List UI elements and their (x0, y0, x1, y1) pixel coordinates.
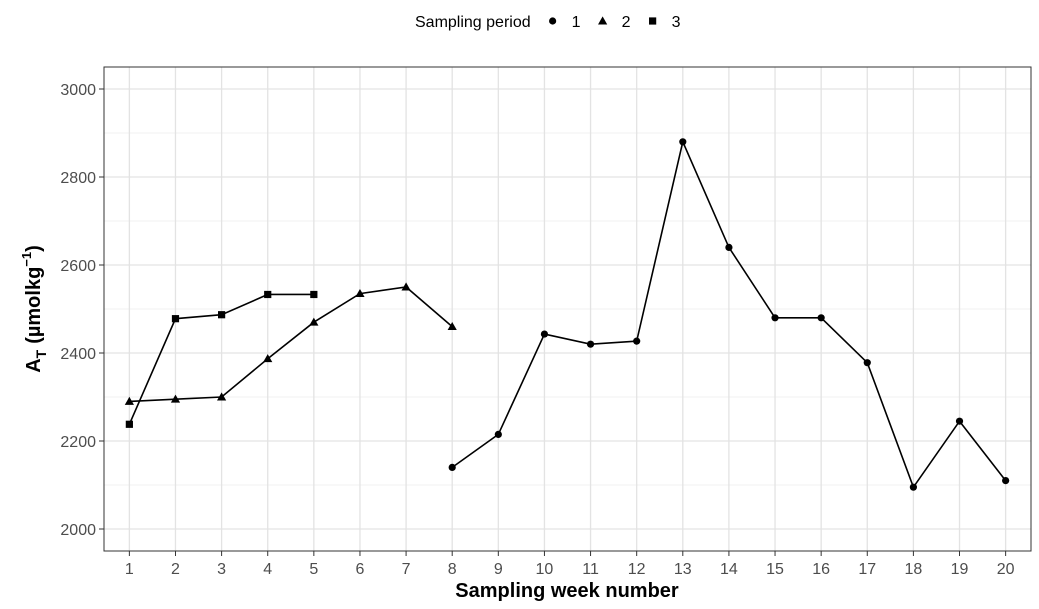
data-point-triangle (309, 317, 319, 326)
legend-key-square (649, 17, 657, 25)
x-tick-label: 17 (858, 561, 876, 578)
legend-label: 1 (572, 14, 581, 31)
data-point-circle (679, 138, 687, 146)
legend-key-circle (549, 17, 557, 25)
data-point-circle (725, 243, 733, 251)
data-point-circle (494, 430, 502, 438)
data-point-square (218, 311, 226, 319)
x-tick-label: 18 (904, 561, 922, 578)
x-tick-label: 4 (263, 561, 272, 578)
data-point-circle (540, 330, 549, 338)
y-tick-label: 2800 (60, 170, 96, 187)
panel-frame (103, 66, 1032, 552)
legend-label: 2 (622, 14, 631, 31)
data-point-circle (448, 463, 456, 471)
y-axis-title-main: A (23, 358, 45, 372)
x-tick-label: 16 (812, 561, 830, 578)
y-axis-title-units-sup: −1 (19, 252, 34, 267)
data-point-circle (633, 337, 641, 345)
data-point-square (310, 290, 318, 299)
data-point-circle (771, 314, 779, 322)
x-tick-label: 3 (217, 561, 226, 578)
legend-title: Sampling period (415, 14, 531, 31)
x-tick-label: 19 (951, 561, 969, 578)
x-tick-label: 6 (356, 561, 365, 578)
legend-key-triangle (598, 16, 608, 25)
data-point-circle (817, 314, 825, 322)
x-tick-label: 12 (628, 561, 646, 578)
data-point-triangle (263, 354, 273, 363)
data-point-triangle (170, 394, 181, 403)
series-points (124, 138, 1010, 491)
y-tick-label: 3000 (60, 82, 96, 99)
x-tick-label: 11 (582, 561, 599, 578)
legend: Sampling period 1 2 3 (415, 14, 681, 31)
data-point-circle (909, 483, 917, 491)
y-tick-label: 2200 (60, 434, 96, 451)
x-tick-label: 9 (494, 561, 503, 578)
y-tick-label: 2600 (60, 258, 96, 275)
x-axis-title: Sampling week number (455, 580, 679, 602)
data-point-circle (955, 417, 964, 425)
x-tick-label: 10 (536, 561, 554, 578)
x-tick-label: 20 (997, 561, 1015, 578)
data-point-square (171, 315, 180, 323)
y-axis: 2000 2200 2400 2600 2800 3000 (60, 82, 104, 539)
legend-entries: 1 2 3 (549, 14, 681, 31)
data-point-triangle (401, 282, 411, 291)
x-tick-label: 13 (674, 561, 692, 578)
data-point-square (264, 290, 272, 299)
data-point-triangle (447, 322, 457, 331)
x-tick-label: 2 (171, 561, 180, 578)
data-point-circle (1002, 477, 1010, 485)
y-axis-title-units: (µmolkg (23, 267, 45, 344)
data-point-circle (586, 340, 595, 348)
x-tick-label: 8 (448, 561, 457, 578)
x-axis: 1 2 3 4 5 6 7 8 9 10 11 12 13 14 15 16 17 18 19 20 (125, 551, 1015, 578)
y-axis-title-subscript: T (33, 349, 49, 358)
x-tick-label: 14 (720, 561, 738, 578)
x-tick-label: 5 (309, 561, 318, 578)
series-line-triangle (129, 286, 453, 403)
y-tick-label: 2000 (60, 522, 96, 539)
data-point-triangle (124, 396, 134, 405)
y-axis-title: AT (µmolkg−1) (19, 245, 49, 373)
y-tick-label: 2400 (60, 346, 96, 363)
legend-label: 3 (672, 14, 681, 31)
x-tick-label: 7 (402, 561, 411, 578)
data-point-triangle (355, 289, 365, 298)
data-point-circle (863, 359, 871, 367)
grid-major (104, 67, 1031, 551)
grid-minor (104, 132, 1031, 486)
x-tick-label: 1 (125, 561, 134, 578)
y-axis-title-units-close: ) (23, 245, 45, 252)
data-point-triangle (217, 392, 227, 401)
data-point-square (125, 420, 133, 428)
plot-area (103, 66, 1032, 552)
x-tick-label: 15 (766, 561, 784, 578)
